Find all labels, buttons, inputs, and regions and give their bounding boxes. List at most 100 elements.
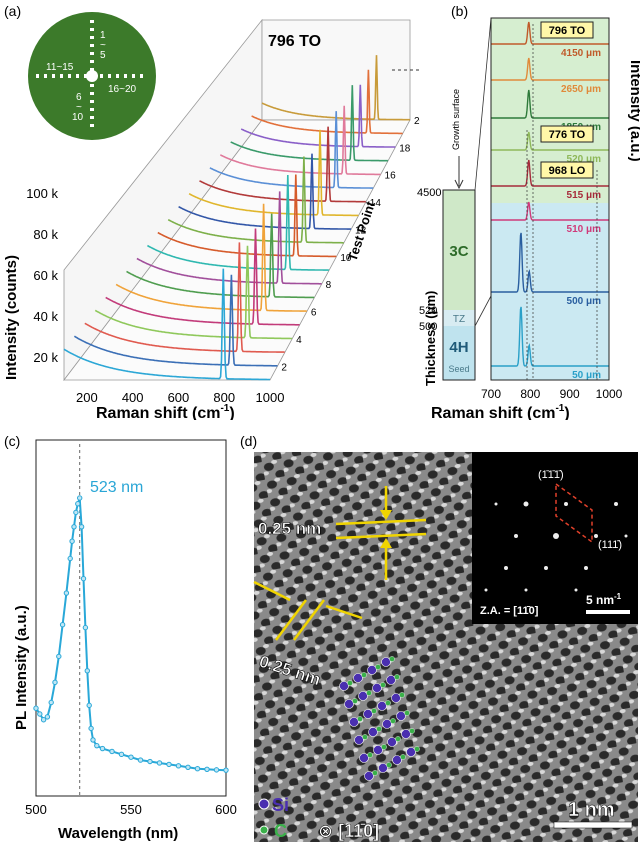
pl-data-point (73, 509, 79, 516)
legend-si-dot (258, 798, 270, 810)
si-atom (353, 673, 363, 683)
thickness-axis-label: Thickness (μm) (423, 291, 438, 386)
si-atom (359, 753, 369, 763)
spectrum-trace-5 (105, 228, 300, 326)
x-tick-label: 900 (560, 387, 580, 401)
annot-776-to-box (540, 125, 594, 143)
spectrum-depth-label: 510 μm (567, 224, 602, 235)
annot-796-to: 796 TO (549, 25, 586, 37)
pl-data-point (109, 748, 115, 755)
spectrum-depth-label: 520 μm (567, 154, 602, 165)
stacked-spectrum-trace (491, 57, 609, 81)
pl-data-point (88, 725, 94, 732)
c-atom (362, 734, 368, 740)
spectrum-trace-1 (63, 268, 270, 381)
spectrum-depth-label: 4150 μm (561, 48, 601, 59)
z-tick-label: 2 (281, 362, 287, 373)
panel-b: (b) 3C TZ 4H Seed 4500 520 500 Thickness… (415, 0, 640, 422)
spectrum-depth-label: 515 μm (567, 190, 602, 201)
si-atom (372, 683, 382, 693)
pl-data-point (77, 495, 83, 501)
spectrum-trace-18 (240, 84, 396, 148)
pl-data-point (75, 501, 81, 507)
scale-bar-label: 1 nm (568, 799, 615, 821)
pl-data-point (166, 761, 172, 768)
legend-c-label: C (274, 821, 287, 841)
spectrum-depth-label: 2650 μm (561, 84, 601, 95)
pl-data-point (204, 766, 210, 772)
z-tick-label: 16 (385, 171, 397, 182)
spectrum-trace-16 (219, 105, 381, 176)
pl-data-point (69, 538, 75, 544)
annot-776-to: 776 TO (549, 129, 586, 141)
annot-968-lo: 968 LO (549, 165, 586, 177)
si-atom (392, 755, 402, 765)
x-tick-label: 600 (168, 390, 190, 405)
pl-data-point (128, 754, 134, 760)
pl-data-point (40, 717, 47, 723)
y-tick-label: 20 k (33, 350, 58, 365)
wafer-label-16-20: 16~20 (108, 84, 137, 95)
wafer-label-6: 6 (76, 92, 82, 103)
spacing-marker-2 (253, 580, 363, 641)
z-axis-ticks: 2 4 6 8 10 12 14 16 18 20 (281, 116, 425, 373)
c-atom (390, 718, 396, 724)
pl-data-point (33, 705, 39, 711)
fft-scale-label: 5 nm-1 (586, 592, 622, 607)
panel-a: (a) 1 ~ 5 11~15 16~20 6 ~ 10 796 TO 20 k… (0, 0, 436, 422)
wafer-label-10: 10 (72, 112, 84, 123)
si-atom (381, 657, 391, 667)
z-tick-label: 10 (340, 253, 352, 264)
wafer-label-1: 1 (100, 30, 106, 41)
y-tick-label: 100 k (26, 186, 58, 201)
c-atom (375, 664, 381, 670)
pl-data-point (86, 702, 92, 709)
y-tick-label: 40 k (33, 309, 58, 324)
x-tick-label: 400 (122, 390, 144, 405)
spectrum-depth-label: 50 μm (572, 370, 601, 381)
peak-label-523: 523 nm (90, 479, 143, 496)
panel-d-image: (d) (1̄1̄1̄) (111̄) Z.A. = [11̄0] 5 nm-1… (240, 433, 638, 842)
stacked-spectrum-trace (491, 21, 609, 45)
x-axis-ticks: 200 400 600 800 1000 (76, 390, 284, 405)
plot-frame (35, 439, 227, 797)
pl-data-point (90, 737, 96, 743)
si-atom (406, 747, 416, 757)
pl-data-point (94, 742, 100, 749)
x-tick-label: 1000 (256, 390, 285, 405)
si-atom (378, 763, 388, 773)
c-atom (400, 754, 406, 760)
si-atom (344, 699, 354, 709)
si-atom (391, 693, 401, 703)
si-atom (349, 717, 359, 727)
panel-d: (d) (1̄1̄1̄) (111̄) Z.A. = [11̄0] 5 nm-1… (236, 430, 640, 845)
growth-surface-label: Growth surface (451, 89, 461, 150)
si-atom (363, 709, 373, 719)
pl-spectrum (33, 495, 229, 773)
si-atom (354, 735, 364, 745)
spectrum-trace-17 (230, 85, 388, 162)
fft-spots (484, 501, 628, 592)
panel-c-chart: (c) 523 nm 500 550 600 PL Intensity (a.u.)… (4, 433, 237, 842)
si-atom (368, 727, 378, 737)
si-atom (382, 719, 392, 729)
fft-scale-bar (586, 610, 630, 614)
layer-3c-label: 3C (449, 243, 468, 260)
c-atom (381, 744, 387, 750)
c-atom (414, 746, 420, 752)
c-atom (367, 752, 373, 758)
x-axis-ticks: 700 800 900 1000 (481, 387, 623, 401)
c-atom (386, 762, 392, 768)
wafer-map: 1 ~ 5 11~15 16~20 6 ~ 10 (28, 12, 156, 140)
x-axis-label: Raman shift (cm-1) (431, 403, 570, 420)
si-atom (387, 737, 397, 747)
z-tick-label: 14 (370, 198, 382, 209)
spectrum-trace-19 (251, 69, 403, 135)
panel-d-label: (d) (240, 433, 257, 449)
pl-data-point (52, 679, 58, 686)
pl-data-point (156, 760, 163, 766)
spectra-traces (63, 55, 410, 381)
z-tick-label: 6 (311, 308, 317, 319)
pl-data-point (223, 767, 229, 773)
wafer-label-11-15: 11~15 (46, 62, 74, 73)
